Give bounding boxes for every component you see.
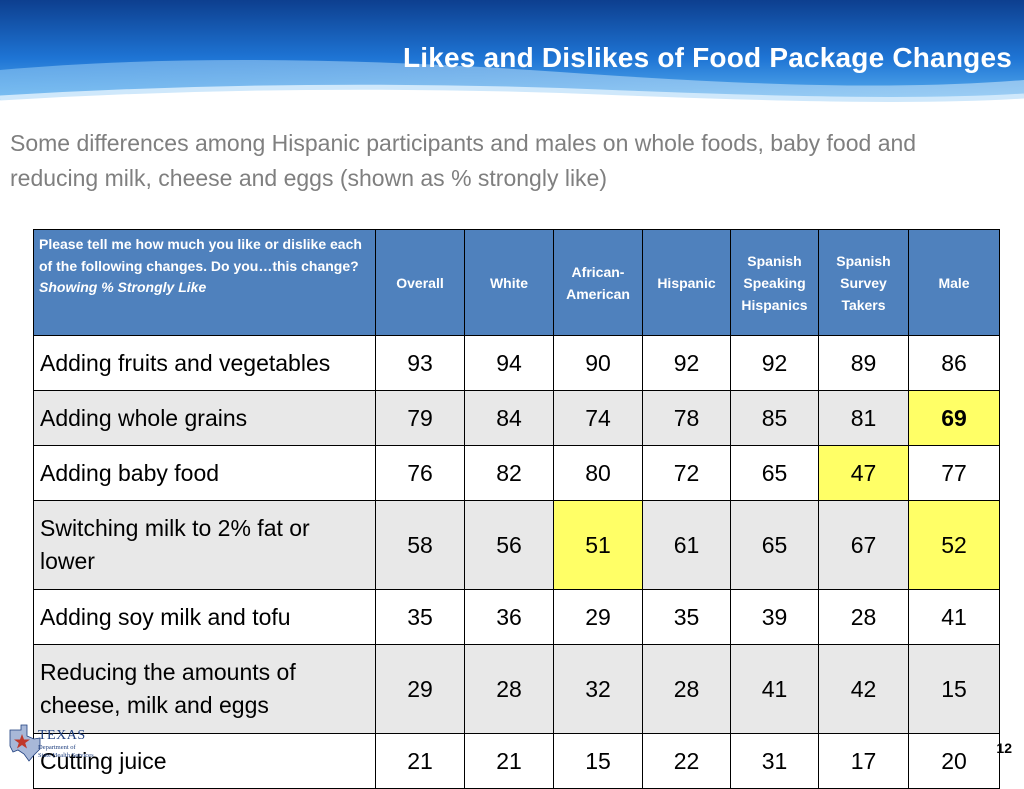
row-label: Adding soy milk and tofu <box>33 589 376 645</box>
texas-dshs-logo <box>9 724 41 762</box>
row-label: Switching milk to 2% fat or lower <box>33 500 376 590</box>
column-header-spanish-speaking-hispanics: Spanish Speaking Hispanics <box>730 229 819 336</box>
header-banner <box>0 0 1024 118</box>
table-cell: 35 <box>642 589 731 645</box>
row-label: Adding fruits and vegetables <box>33 335 376 391</box>
table-cell: 15 <box>908 644 1000 734</box>
table-cell: 92 <box>730 335 819 391</box>
table-cell: 65 <box>730 445 819 501</box>
table-cell: 74 <box>553 390 643 446</box>
table-cell: 89 <box>818 335 909 391</box>
column-header-overall: Overall <box>375 229 465 336</box>
table-row: Reducing the amounts of cheese, milk and… <box>33 644 1000 734</box>
star-icon <box>14 734 30 749</box>
logo-subtitle-2: State Health Services <box>38 752 94 759</box>
table-cell: 79 <box>375 390 465 446</box>
slide-subtitle: Some differences among Hispanic particip… <box>10 130 917 191</box>
column-header-african-american: African-American <box>553 229 643 336</box>
page-number: 12 <box>996 740 1012 756</box>
table-cell: 58 <box>375 500 465 590</box>
results-table: Please tell me how much you like or disl… <box>33 229 1000 789</box>
question-note: Showing % Strongly Like <box>39 279 207 295</box>
table-header-row: Please tell me how much you like or disl… <box>33 229 1000 336</box>
table-cell: 84 <box>464 390 554 446</box>
question-header: Please tell me how much you like or disl… <box>33 229 376 336</box>
table-cell: 41 <box>908 589 1000 645</box>
table-row: Adding fruits and vegetables 93 94 90 92… <box>33 335 1000 391</box>
table-cell: 85 <box>730 390 819 446</box>
table-row: Adding soy milk and tofu 35 36 29 35 39 … <box>33 589 1000 645</box>
row-label: Reducing the amounts of cheese, milk and… <box>33 644 376 734</box>
table-cell: 41 <box>730 644 819 734</box>
table-cell: 39 <box>730 589 819 645</box>
table-cell: 80 <box>553 445 643 501</box>
table-cell: 21 <box>464 733 554 789</box>
table-cell: 21 <box>375 733 465 789</box>
table-cell: 20 <box>908 733 1000 789</box>
page-title: Likes and Dislikes of Food Package Chang… <box>402 42 1012 73</box>
table-cell: 47 <box>818 445 909 501</box>
table-cell: 82 <box>464 445 554 501</box>
table-cell: 78 <box>642 390 731 446</box>
table-cell: 90 <box>553 335 643 391</box>
table-cell: 69 <box>908 390 1000 446</box>
table-cell: 31 <box>730 733 819 789</box>
row-label: Adding whole grains <box>33 390 376 446</box>
table-cell: 81 <box>818 390 909 446</box>
table-cell: 76 <box>375 445 465 501</box>
table-cell: 61 <box>642 500 731 590</box>
table-cell: 35 <box>375 589 465 645</box>
table-cell: 32 <box>553 644 643 734</box>
table-row: Switching milk to 2% fat or lower 58 56 … <box>33 500 1000 590</box>
logo-subtitle-1: Department of <box>38 744 76 751</box>
table-cell: 28 <box>818 589 909 645</box>
table-cell: 65 <box>730 500 819 590</box>
table-row: Adding baby food 76 82 80 72 65 47 77 <box>33 445 1000 501</box>
table-cell: 36 <box>464 589 554 645</box>
column-header-spanish-survey-takers: Spanish Survey Takers <box>818 229 909 336</box>
column-header-hispanic: Hispanic <box>642 229 731 336</box>
table-cell: 72 <box>642 445 731 501</box>
column-header-male: Male <box>908 229 1000 336</box>
table-cell: 15 <box>553 733 643 789</box>
row-label: Adding baby food <box>33 445 376 501</box>
table-row: Adding whole grains 79 84 74 78 85 81 69 <box>33 390 1000 446</box>
table-cell: 28 <box>464 644 554 734</box>
table-cell: 29 <box>553 589 643 645</box>
table-cell: 42 <box>818 644 909 734</box>
table-cell: 94 <box>464 335 554 391</box>
table-cell: 56 <box>464 500 554 590</box>
table-row: Cutting juice 21 21 15 22 31 17 20 <box>33 733 1000 789</box>
table-cell: 22 <box>642 733 731 789</box>
table-cell: 93 <box>375 335 465 391</box>
table-cell: 86 <box>908 335 1000 391</box>
logo-text: TEXAS Department of State Health Service… <box>38 726 94 760</box>
column-header-white: White <box>464 229 554 336</box>
table-cell: 29 <box>375 644 465 734</box>
table-cell: 77 <box>908 445 1000 501</box>
logo-name: TEXAS <box>38 728 86 743</box>
question-text: Please tell me how much you like or disl… <box>39 236 362 274</box>
table-cell: 52 <box>908 500 1000 590</box>
table-cell: 28 <box>642 644 731 734</box>
table-cell: 51 <box>553 500 643 590</box>
table-cell: 92 <box>642 335 731 391</box>
table-cell: 67 <box>818 500 909 590</box>
table-cell: 17 <box>818 733 909 789</box>
